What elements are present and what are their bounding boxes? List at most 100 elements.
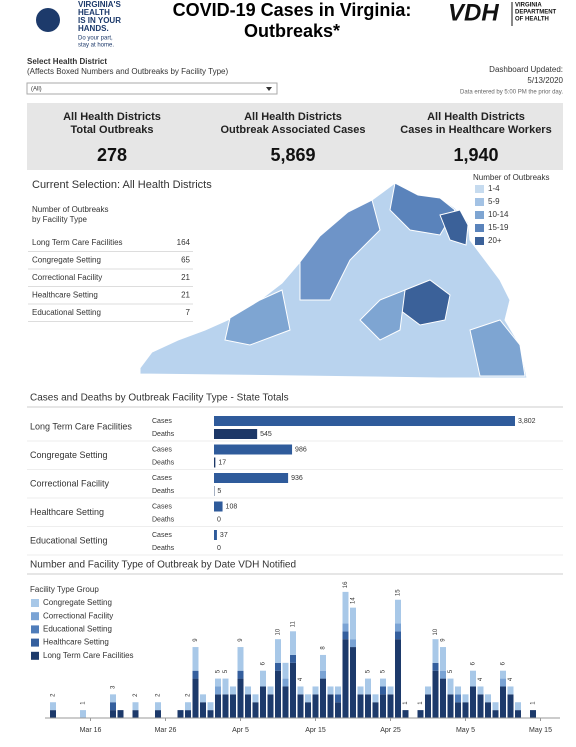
total-label: 9 (441, 638, 447, 642)
legend-swatch (475, 224, 484, 232)
table-cell: 21 (181, 273, 190, 282)
bar-segment (327, 686, 334, 695)
dropdown-value[interactable]: (All) (31, 87, 42, 93)
bar-segment (192, 647, 199, 671)
total-label: 9 (238, 638, 244, 642)
bar-segment (267, 694, 274, 718)
table-cell: 21 (181, 291, 190, 300)
table-title: Number of Outbreaks (32, 205, 108, 214)
value-label: 0 (217, 516, 221, 523)
total-label: 2 (156, 693, 162, 697)
x-tick-label: Apr 15 (305, 727, 326, 734)
bar-segment (470, 670, 476, 687)
legend-swatch (31, 612, 39, 621)
legend-title: Facility Type Group (30, 585, 99, 594)
bar-segment (500, 670, 506, 679)
total-label: 4 (478, 677, 484, 681)
total-label: 15 (396, 589, 402, 596)
bar-segment (395, 599, 401, 624)
bar-segment (305, 702, 311, 718)
kpi-band (27, 103, 563, 170)
bar-segment (365, 678, 371, 695)
table-title: by Facility Type (32, 215, 88, 224)
chart-title: Number and Facility Type of Outbreak by … (30, 560, 296, 571)
series-label: Cases (152, 503, 172, 510)
total-label: 16 (343, 581, 349, 588)
dropdown[interactable]: (All) (26, 82, 278, 95)
bar-segment (432, 639, 439, 663)
bar-segment (275, 639, 281, 663)
kpi-value: 5,869 (270, 145, 315, 165)
legend-label: 10-14 (488, 210, 509, 219)
total-label: 2 (186, 693, 192, 697)
total-label: 5 (366, 669, 372, 673)
total-label: 1 (403, 701, 409, 705)
bar-segment (485, 694, 491, 703)
bar-segment (342, 623, 349, 632)
bar-segment (432, 662, 439, 671)
bar-segment (365, 694, 371, 718)
total-label: 2 (133, 693, 139, 697)
dropdown-box[interactable] (26, 82, 278, 95)
bar-segment (80, 710, 86, 718)
total-label: 9 (193, 638, 199, 642)
bar-segment (380, 694, 386, 718)
table-cell: Educational Setting (32, 308, 101, 317)
bar-segment (312, 686, 319, 695)
series-label: Deaths (152, 459, 175, 466)
bar-segment (260, 670, 266, 687)
legend-swatch (475, 237, 484, 245)
bar-segment (290, 631, 296, 655)
series-label: Deaths (152, 488, 175, 495)
legend-label: Healthcare Setting (43, 638, 109, 647)
bar-segment (207, 702, 214, 711)
bar-segment (350, 647, 356, 718)
legend-swatch (31, 638, 39, 647)
total-label: 4 (298, 677, 304, 681)
legend-swatch (475, 185, 484, 193)
x-tick-label: May 5 (456, 727, 475, 734)
bar (214, 457, 216, 468)
bar-segment (312, 694, 319, 718)
map (139, 182, 528, 379)
bar-segment (515, 710, 521, 718)
logo-text: IS IN YOUR (78, 16, 121, 25)
kpi-label: Total Outbreaks (71, 124, 154, 136)
bar-segment (515, 702, 521, 711)
kpi-value: 278 (97, 145, 127, 165)
bar-segment (50, 710, 56, 718)
selection-title: Current Selection: All Health Districts (32, 179, 212, 191)
total-label: 5 (216, 669, 222, 673)
bar-segment (267, 686, 274, 695)
bar-segment (500, 686, 506, 718)
bar-segment (507, 686, 514, 695)
vdh-mark: VDH (448, 0, 499, 26)
bar-segment (380, 678, 386, 687)
bar-segment (485, 702, 491, 718)
bar-segment (320, 678, 326, 718)
bar-segment (275, 670, 281, 718)
bar-segment (237, 670, 244, 679)
bar-segment (425, 686, 431, 695)
table-cell: 65 (181, 256, 190, 265)
value-label: 545 (260, 431, 272, 438)
bar-segment (215, 694, 221, 718)
dropdown-arrow[interactable] (266, 87, 272, 91)
update-date: 5/13/2020 (527, 76, 563, 85)
bar-segment (470, 686, 476, 718)
vdh-name: DEPARTMENT (515, 10, 557, 16)
bar-segment (110, 694, 116, 703)
value-label: 17 (218, 459, 226, 466)
bar-segment (260, 686, 266, 718)
bar-segment (132, 710, 139, 718)
value-label: 986 (295, 446, 307, 453)
bar-segment (110, 702, 116, 711)
total-label: 10 (276, 628, 282, 635)
bar-segment (342, 631, 349, 640)
bar-segment (335, 694, 341, 703)
total-label: 8 (321, 646, 327, 650)
legend-swatch (475, 198, 484, 206)
total-label: 5 (448, 669, 454, 673)
series-label: Deaths (152, 431, 175, 438)
